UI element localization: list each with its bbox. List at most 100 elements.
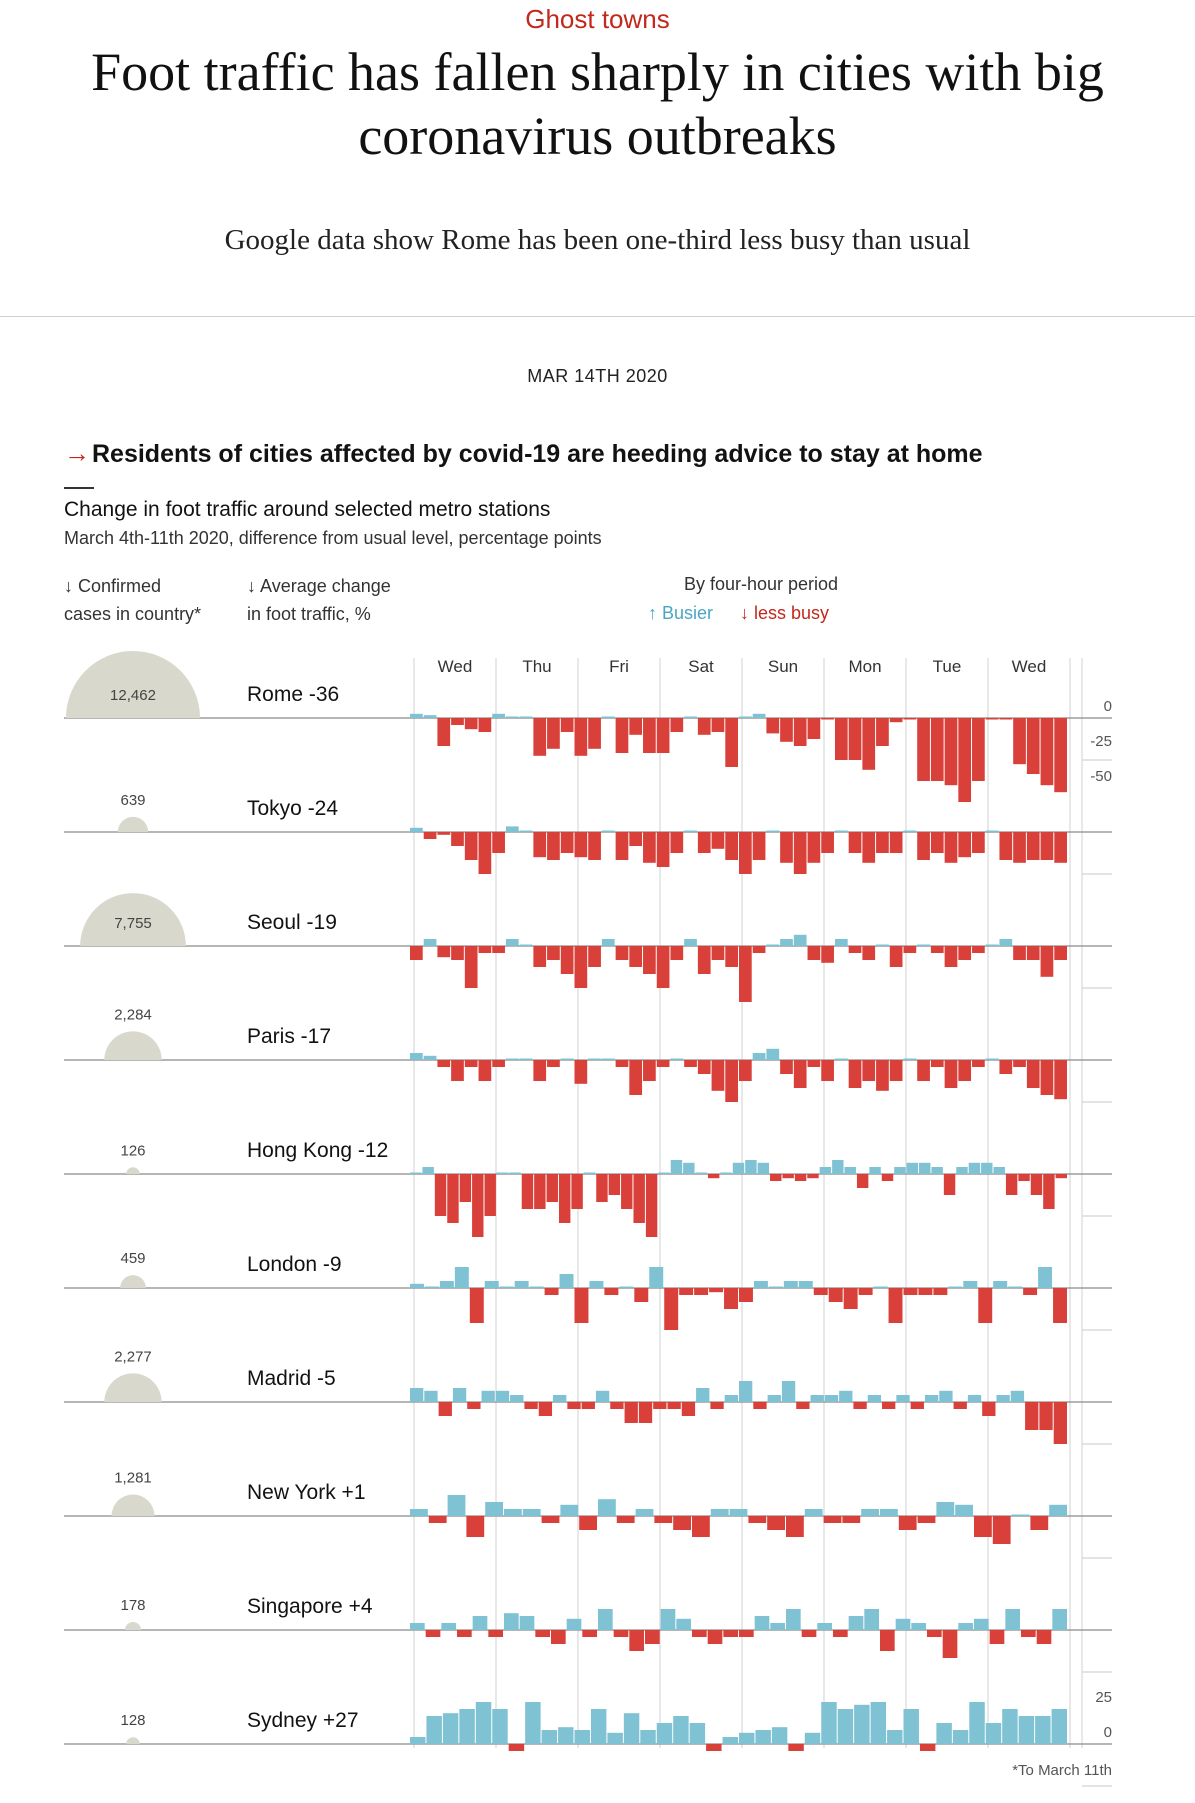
traffic-bar [459, 1709, 475, 1744]
traffic-bar [753, 1281, 768, 1288]
city-name: Hong Kong -12 [247, 1139, 388, 1162]
traffic-bar [927, 1630, 942, 1637]
traffic-bar [634, 1288, 649, 1302]
traffic-bar [438, 1402, 452, 1416]
cases-label: 178 [120, 1597, 145, 1614]
traffic-bar [579, 1516, 597, 1530]
traffic-bar [766, 718, 780, 734]
traffic-bar [985, 718, 999, 720]
traffic-bar [1010, 1390, 1025, 1402]
traffic-bar [834, 1058, 848, 1060]
traffic-bar [1026, 1060, 1040, 1088]
traffic-bar [873, 1286, 888, 1288]
traffic-bar [804, 1509, 823, 1516]
traffic-bar [424, 1390, 438, 1402]
traffic-bar [547, 832, 560, 860]
traffic-bar [588, 832, 601, 860]
traffic-bar [616, 1516, 635, 1523]
traffic-bar [588, 1058, 601, 1060]
traffic-bar [524, 1402, 538, 1409]
traffic-bar [848, 946, 862, 953]
traffic-bar [944, 832, 958, 863]
traffic-bar [670, 718, 684, 732]
traffic-bar [1026, 832, 1040, 860]
traffic-bar [842, 1516, 861, 1523]
traffic-bar [1013, 1060, 1026, 1067]
cases-bubble [104, 1373, 162, 1402]
traffic-bar [664, 1288, 679, 1330]
traffic-bar [658, 1172, 670, 1174]
traffic-bar [752, 713, 766, 718]
traffic-bar [725, 1060, 738, 1102]
traffic-bar [793, 934, 807, 946]
traffic-bar [607, 1732, 623, 1744]
traffic-bar [969, 1702, 985, 1744]
traffic-bar [755, 1730, 771, 1744]
traffic-bar [828, 1288, 843, 1302]
traffic-bar [993, 1281, 1008, 1288]
traffic-bar [466, 1516, 485, 1537]
traffic-bar [538, 1402, 553, 1416]
traffic-bar [492, 1709, 508, 1744]
traffic-bar [697, 1060, 711, 1074]
traffic-bar [558, 1174, 571, 1223]
cases-label: 128 [120, 1712, 145, 1729]
traffic-bar [807, 1174, 819, 1179]
traffic-bar [739, 1732, 755, 1744]
traffic-bar [996, 1395, 1010, 1402]
traffic-bar [574, 718, 588, 756]
traffic-bar [629, 1630, 644, 1651]
traffic-bar [870, 1702, 887, 1744]
traffic-bar [496, 1172, 509, 1174]
city-name: Madrid -5 [247, 1367, 336, 1390]
traffic-bar [447, 1495, 466, 1516]
traffic-bar [882, 1402, 896, 1409]
traffic-bar [710, 1509, 729, 1516]
traffic-bar [834, 939, 848, 946]
traffic-bar [621, 1174, 633, 1209]
traffic-bar [684, 716, 697, 718]
traffic-bar [917, 1516, 936, 1523]
traffic-bar [930, 718, 944, 781]
traffic-bar [972, 946, 985, 953]
traffic-bar [1005, 1609, 1020, 1630]
traffic-bar [451, 1060, 464, 1081]
traffic-bar [944, 1060, 958, 1088]
traffic-bar [752, 832, 766, 860]
traffic-bar [710, 1402, 724, 1409]
city-row: 1,281 New York +1 [64, 1470, 1112, 1559]
traffic-bar [521, 1174, 534, 1209]
traffic-bar [807, 718, 821, 739]
traffic-bar [613, 1630, 629, 1637]
day-label: Sat [688, 657, 714, 676]
traffic-bar [601, 716, 615, 718]
traffic-bar [601, 830, 615, 832]
chart-subtitle: March 4th-11th 2020, difference from usu… [64, 528, 602, 548]
traffic-bar [839, 1390, 853, 1402]
arrow-right-icon: → [64, 438, 90, 468]
cases-label: 1,281 [114, 1470, 152, 1487]
day-label: Tue [933, 657, 962, 676]
traffic-bar [958, 1060, 972, 1081]
traffic-bar [917, 1060, 930, 1081]
traffic-bar [1054, 718, 1067, 793]
traffic-bar [1054, 1060, 1067, 1100]
traffic-bar [571, 1174, 583, 1209]
traffic-bar [439, 1281, 454, 1288]
traffic-bar [796, 1402, 810, 1409]
title-rule [64, 487, 94, 489]
day-label: Mon [848, 657, 881, 676]
city-rows: 12,462 Rome -36 639 Tokyo -24 7,755 Seoul -19… [64, 651, 1112, 1787]
scale-label: -50 [1090, 768, 1112, 785]
traffic-bar [766, 944, 780, 946]
traffic-bar [711, 718, 725, 732]
traffic-bar [437, 832, 451, 835]
day-label: Fri [609, 657, 629, 676]
day-label: Thu [522, 657, 551, 676]
traffic-bar [936, 1723, 952, 1744]
traffic-bar [485, 1502, 503, 1516]
traffic-bar [1023, 1288, 1038, 1295]
traffic-bar [1005, 1174, 1018, 1195]
scale-label: -25 [1090, 733, 1112, 750]
